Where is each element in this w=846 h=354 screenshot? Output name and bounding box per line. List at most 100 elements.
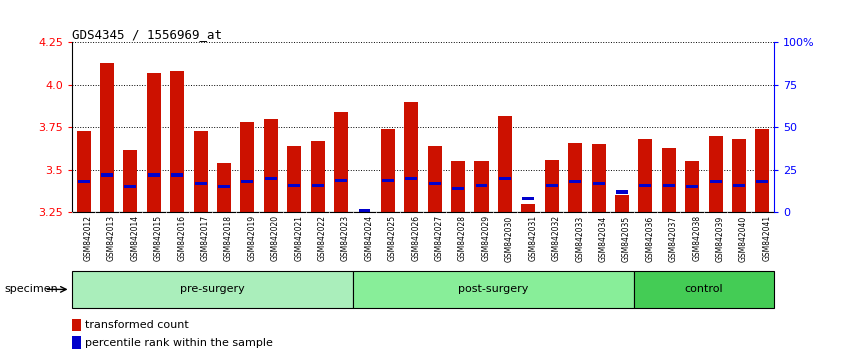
Bar [72, 271, 353, 308]
Bar [359, 209, 371, 212]
Bar [662, 148, 676, 212]
Bar [405, 177, 417, 180]
Text: GSM842023: GSM842023 [341, 215, 350, 262]
Bar [334, 112, 348, 212]
Text: GDS4345 / 1556969_at: GDS4345 / 1556969_at [72, 28, 222, 41]
Bar [264, 119, 277, 212]
Bar [404, 102, 418, 212]
Bar [499, 177, 511, 180]
Text: GSM842015: GSM842015 [154, 215, 162, 262]
Bar [639, 139, 652, 212]
Text: percentile rank within the sample: percentile rank within the sample [85, 338, 272, 348]
Bar [353, 271, 634, 308]
Bar [124, 185, 136, 188]
Text: GSM842028: GSM842028 [459, 215, 467, 261]
Text: GSM842018: GSM842018 [224, 215, 233, 261]
Bar [311, 184, 324, 187]
Text: GSM842019: GSM842019 [247, 215, 256, 262]
Text: pre-surgery: pre-surgery [180, 284, 244, 295]
Bar [171, 173, 184, 177]
Bar [452, 187, 464, 190]
Bar [265, 177, 277, 180]
Text: GSM842012: GSM842012 [84, 215, 92, 261]
Text: GSM842039: GSM842039 [716, 215, 724, 262]
Bar [634, 271, 774, 308]
Bar [288, 146, 301, 212]
Bar [709, 136, 722, 212]
Text: GSM842037: GSM842037 [668, 215, 678, 262]
Bar [101, 173, 113, 177]
Text: GSM842036: GSM842036 [645, 215, 654, 262]
Text: GSM842033: GSM842033 [575, 215, 584, 262]
Bar [475, 161, 488, 212]
Bar [498, 115, 512, 212]
Bar [288, 184, 300, 187]
Text: GSM842029: GSM842029 [481, 215, 491, 262]
Bar [755, 129, 769, 212]
Bar [522, 197, 535, 200]
Text: GSM842026: GSM842026 [411, 215, 420, 262]
Bar [124, 149, 137, 212]
Bar [381, 129, 395, 212]
Bar [195, 182, 206, 185]
Bar [72, 319, 81, 331]
Bar [72, 336, 81, 349]
Text: GSM842014: GSM842014 [130, 215, 140, 262]
Text: post-surgery: post-surgery [458, 284, 529, 295]
Bar [218, 185, 230, 188]
Bar [170, 72, 184, 212]
Bar [569, 143, 582, 212]
Bar [429, 182, 441, 185]
Text: control: control [684, 284, 723, 295]
Text: GSM842027: GSM842027 [435, 215, 443, 262]
Text: GSM842041: GSM842041 [762, 215, 772, 262]
Text: GSM842021: GSM842021 [294, 215, 303, 261]
Bar [240, 122, 255, 212]
Bar [569, 180, 581, 183]
Bar [310, 141, 325, 212]
Bar [686, 185, 698, 188]
Text: GSM842017: GSM842017 [201, 215, 210, 262]
Bar [147, 73, 161, 212]
Bar [546, 184, 558, 187]
Bar [78, 180, 90, 183]
Text: transformed count: transformed count [85, 320, 189, 330]
Bar [685, 161, 699, 212]
Text: GSM842016: GSM842016 [178, 215, 186, 262]
Bar [615, 195, 629, 212]
Bar [662, 184, 675, 187]
Bar [475, 184, 487, 187]
Text: GSM842038: GSM842038 [692, 215, 701, 262]
Text: GSM842025: GSM842025 [387, 215, 397, 262]
Bar [545, 160, 558, 212]
Bar [591, 144, 606, 212]
Bar [77, 131, 91, 212]
Text: GSM842030: GSM842030 [505, 215, 514, 262]
Bar [241, 180, 254, 183]
Text: GSM842035: GSM842035 [622, 215, 631, 262]
Bar [382, 178, 394, 182]
Bar [217, 163, 231, 212]
Bar [194, 131, 207, 212]
Bar [732, 139, 746, 212]
Bar [100, 63, 114, 212]
Text: GSM842032: GSM842032 [552, 215, 561, 262]
Bar [756, 180, 768, 183]
Bar [710, 180, 722, 183]
Text: GSM842040: GSM842040 [739, 215, 748, 262]
Text: GSM842034: GSM842034 [599, 215, 607, 262]
Text: GSM842022: GSM842022 [318, 215, 327, 261]
Bar [640, 184, 651, 187]
Bar [148, 173, 160, 177]
Bar [428, 146, 442, 212]
Bar [335, 178, 347, 182]
Bar [733, 184, 745, 187]
Bar [592, 182, 605, 185]
Text: GSM842031: GSM842031 [528, 215, 537, 262]
Text: specimen: specimen [4, 284, 58, 295]
Bar [521, 204, 536, 212]
Text: GSM842020: GSM842020 [271, 215, 280, 262]
Text: GSM842013: GSM842013 [107, 215, 116, 262]
Bar [451, 161, 465, 212]
Text: GSM842024: GSM842024 [365, 215, 373, 262]
